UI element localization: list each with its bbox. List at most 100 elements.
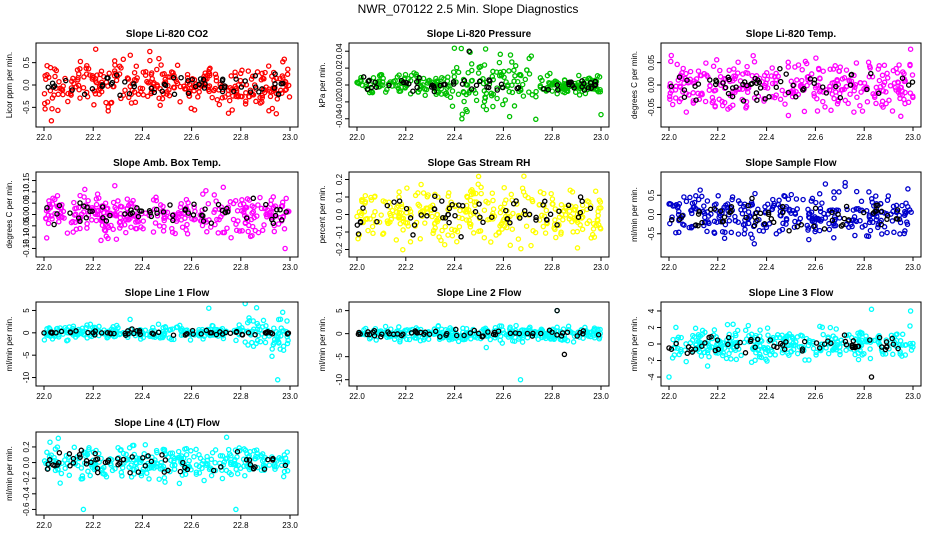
data-point	[696, 96, 703, 103]
data-point	[794, 77, 800, 83]
data-point	[457, 207, 463, 214]
data-point	[129, 326, 135, 332]
data-point	[848, 72, 854, 78]
data-point	[249, 203, 255, 209]
data-point	[54, 192, 61, 199]
data-point	[893, 202, 900, 209]
y-tick-label: -0.5	[22, 100, 31, 114]
data-point	[407, 239, 414, 245]
data-point	[41, 90, 48, 97]
data-point	[667, 96, 673, 102]
data-point	[524, 330, 531, 337]
data-point	[119, 473, 125, 479]
data-point	[690, 97, 697, 104]
data-point	[883, 344, 890, 350]
data-point	[842, 338, 849, 345]
data-point	[78, 465, 85, 471]
data-point	[259, 86, 265, 92]
data-point	[762, 222, 769, 228]
data-point	[175, 448, 182, 455]
data-point	[852, 232, 858, 239]
data-point	[476, 64, 482, 70]
data-point	[454, 238, 460, 245]
data-point	[678, 349, 684, 355]
data-point	[884, 197, 891, 204]
data-point	[864, 86, 870, 93]
data-point	[160, 91, 167, 97]
chart-title: Slope Line 3 Flow	[749, 288, 834, 299]
data-point	[799, 77, 805, 84]
data-point	[706, 220, 712, 227]
data-point	[44, 205, 50, 211]
data-point	[501, 74, 507, 81]
data-point	[851, 109, 857, 115]
data-point	[728, 204, 735, 210]
data-point	[849, 223, 855, 230]
data-point	[463, 217, 470, 223]
data-point	[257, 94, 263, 101]
data-point	[111, 58, 118, 64]
data-point	[406, 81, 412, 87]
data-point	[374, 218, 380, 225]
data-point	[875, 224, 881, 231]
data-point	[584, 220, 590, 227]
data-point	[485, 216, 491, 223]
data-point	[568, 203, 574, 209]
data-point	[43, 76, 49, 83]
data-point	[542, 230, 549, 236]
data-point	[822, 181, 829, 187]
data-point	[783, 71, 789, 77]
data-point	[283, 86, 289, 93]
data-point	[453, 326, 459, 333]
data-point	[102, 471, 108, 478]
data-point	[96, 91, 102, 97]
data-point	[92, 332, 98, 338]
chart-title: Slope Li-820 Temp.	[746, 29, 837, 40]
data-point	[463, 206, 470, 213]
data-point	[722, 84, 729, 91]
data-point	[788, 210, 794, 216]
data-point	[561, 351, 568, 358]
data-point	[162, 324, 169, 331]
data-point	[250, 466, 257, 472]
data-point	[396, 324, 402, 330]
data-point	[246, 315, 252, 321]
data-point	[774, 344, 780, 351]
data-point	[183, 196, 190, 203]
data-point	[526, 71, 533, 77]
data-point	[103, 233, 110, 239]
data-point	[203, 327, 210, 334]
data-point	[233, 337, 239, 344]
data-point	[749, 195, 755, 202]
data-point	[768, 216, 775, 222]
data-point	[535, 336, 542, 342]
data-point	[887, 83, 894, 89]
data-point	[214, 216, 220, 223]
data-point	[860, 209, 867, 216]
data-point	[242, 302, 248, 307]
data-point	[568, 79, 574, 85]
data-point	[511, 103, 518, 109]
data-point	[813, 215, 819, 222]
data-point	[271, 463, 278, 470]
data-point	[126, 90, 133, 97]
data-point	[226, 97, 233, 104]
data-point	[473, 82, 480, 89]
data-point	[143, 69, 149, 75]
data-point	[817, 323, 823, 330]
data-point	[196, 463, 203, 470]
data-point	[681, 94, 688, 100]
data-point	[585, 85, 592, 91]
data-point	[595, 332, 602, 338]
data-point	[742, 226, 748, 233]
y-tick-label: -5	[22, 351, 31, 359]
data-point	[811, 90, 817, 97]
data-point	[449, 88, 456, 94]
data-point	[511, 338, 518, 344]
data-point	[890, 208, 896, 215]
data-point	[209, 449, 216, 456]
data-point	[75, 74, 81, 81]
data-point	[831, 195, 837, 201]
data-point	[103, 218, 110, 224]
data-point	[480, 333, 486, 339]
